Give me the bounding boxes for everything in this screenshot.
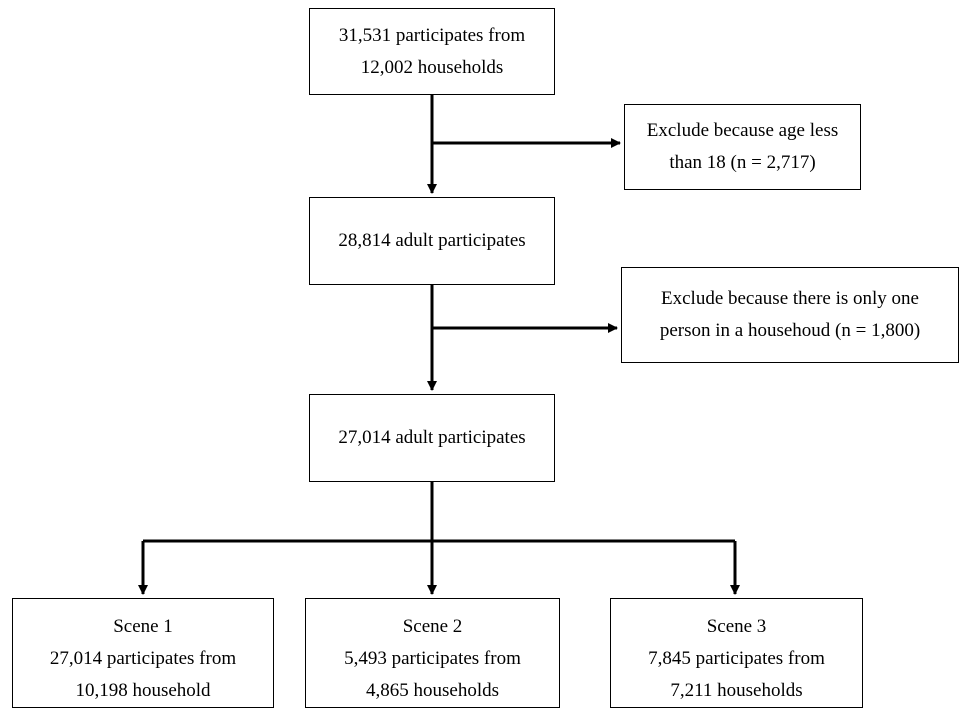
- box-start: 31,531 participates from 12,002 househol…: [309, 8, 555, 95]
- box-scene3-line2: 7,211 households: [670, 680, 803, 701]
- box-scene2-line1: 5,493 participates from: [344, 648, 521, 669]
- box-scene2: Scene 2 5,493 participates from 4,865 ho…: [305, 598, 560, 708]
- box-final-line1: 27,014 adult participates: [338, 427, 526, 448]
- box-exclude-single: Exclude because there is only one person…: [621, 267, 959, 363]
- box-exclude-single-line2: person in a househoud (n = 1,800): [659, 320, 921, 341]
- box-adults-line1: 28,814 adult participates: [338, 230, 526, 251]
- box-exclude-age-line1: Exclude because age less: [646, 120, 839, 141]
- box-exclude-age: Exclude because age less than 18 (n = 2,…: [624, 104, 861, 190]
- box-exclude-single-line1: Exclude because there is only one: [661, 288, 919, 309]
- box-scene3-title: Scene 3: [706, 616, 767, 637]
- box-scene2-title: Scene 2: [402, 616, 463, 637]
- box-scene3: Scene 3 7,845 participates from 7,211 ho…: [610, 598, 863, 708]
- box-scene3-line1: 7,845 participates from: [648, 648, 825, 669]
- box-scene1-line1: 27,014 participates from: [49, 648, 237, 669]
- box-scene1-title: Scene 1: [113, 616, 173, 637]
- box-final: 27,014 adult participates: [309, 394, 555, 482]
- box-scene1-line2: 10,198 household: [75, 680, 211, 701]
- box-scene1: Scene 1 27,014 participates from 10,198 …: [12, 598, 274, 708]
- box-exclude-age-line2: than 18 (n = 2,717): [669, 152, 816, 173]
- box-start-line1: 31,531 participates from: [338, 24, 526, 46]
- box-adults: 28,814 adult participates: [309, 197, 555, 285]
- box-start-line2: 12,002 households: [360, 56, 504, 78]
- box-scene2-line2: 4,865 households: [366, 680, 499, 701]
